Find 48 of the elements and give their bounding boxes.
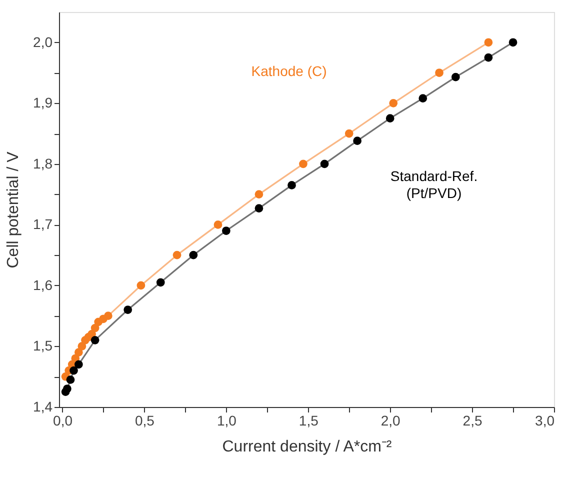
point — [70, 366, 78, 375]
point — [189, 250, 198, 260]
x-axis-title: Current density / A*cm⁻² — [222, 438, 392, 456]
x-tick-label: 0,5 — [134, 412, 155, 428]
point — [124, 306, 132, 314]
point — [254, 190, 264, 198]
text: Kathode (C) — [251, 63, 327, 79]
point — [484, 38, 493, 47]
point — [484, 53, 493, 62]
point — [63, 384, 72, 393]
y-tick-label: 1,6 — [33, 276, 53, 293]
y-tick-label: 1,7 — [33, 216, 53, 232]
point — [353, 136, 362, 146]
x-tick-label: 1,5 — [298, 412, 319, 428]
point — [136, 281, 146, 290]
point — [156, 278, 165, 287]
point — [435, 68, 444, 77]
point — [254, 204, 264, 212]
point — [74, 360, 83, 369]
point — [90, 336, 100, 344]
point — [104, 312, 112, 320]
point — [74, 348, 83, 356]
point — [214, 220, 222, 229]
point — [299, 160, 308, 168]
x-tick-label: 2,0 — [380, 412, 401, 428]
x-tick-label: 1,0 — [216, 412, 237, 428]
point — [389, 98, 398, 108]
y-tick-label: 1,8 — [33, 155, 53, 172]
x-tick-label: 3,0 — [535, 412, 555, 428]
point — [78, 342, 86, 350]
y-axis-title: Cell potential / V — [5, 151, 22, 268]
point — [451, 72, 460, 82]
point — [418, 94, 428, 102]
x-tick-label: 2,5 — [462, 412, 482, 428]
y-tick-label: 1,5 — [33, 338, 53, 354]
y-tick-label: 2,0 — [33, 34, 53, 50]
point — [222, 226, 230, 235]
x-tick-label: 0,0 — [53, 412, 73, 428]
y-tick-label: 1,4 — [33, 398, 53, 414]
point — [66, 375, 75, 384]
point — [172, 250, 182, 260]
point — [320, 160, 329, 168]
point — [386, 114, 394, 123]
point — [344, 129, 354, 138]
point — [508, 38, 518, 47]
y-tick-label: 1,9 — [33, 94, 53, 111]
point — [288, 181, 296, 190]
text: Standard-Ref. (Pt/PVD) — [390, 168, 478, 201]
